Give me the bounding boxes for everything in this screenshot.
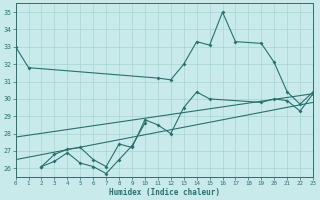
X-axis label: Humidex (Indice chaleur): Humidex (Indice chaleur) <box>109 188 220 197</box>
